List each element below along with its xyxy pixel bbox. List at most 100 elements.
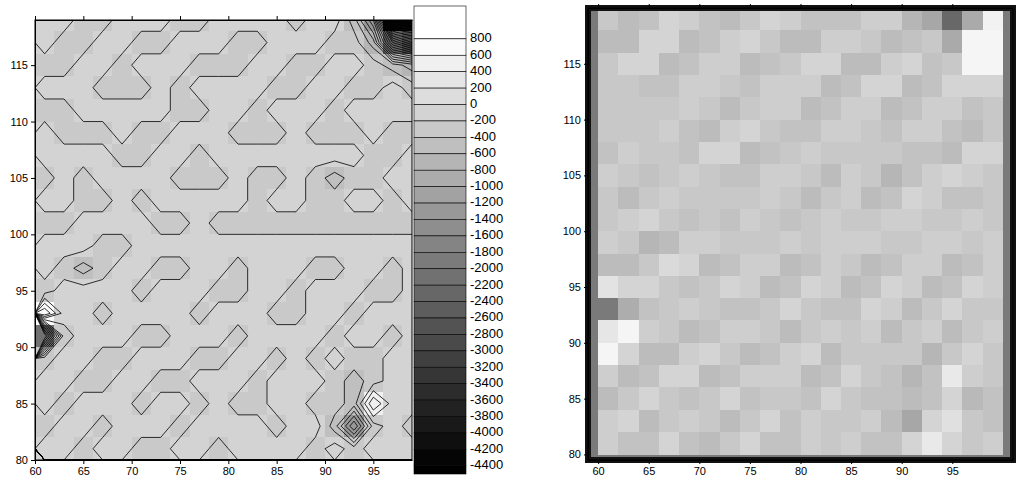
cell [679,432,700,455]
cell [170,302,190,325]
cell [902,187,923,210]
cell [383,76,403,99]
cell [639,187,660,210]
cell [760,164,781,187]
tick-mark [649,4,650,8]
cell [720,410,741,433]
cell [344,189,364,212]
tick-label: 110 [10,116,28,128]
tick-mark [31,460,35,461]
tick-label: 70 [694,465,706,477]
cell [325,325,345,348]
colorbar-label: -3200 [470,359,503,374]
cell [639,120,660,143]
cell [639,8,660,31]
cell [344,144,364,167]
cell [679,75,700,98]
cell [841,97,862,120]
cell [364,437,384,460]
cell [228,20,248,32]
tick-mark [277,460,278,464]
cell [112,122,132,145]
cell [598,276,619,299]
tick-mark [952,460,953,464]
tick [35,16,36,20]
cell [801,187,822,210]
cell [659,387,680,410]
cell [861,97,882,120]
cell [54,20,74,32]
contour-line [35,303,381,410]
cell [801,97,822,120]
cell [402,167,412,190]
tick [851,4,852,8]
cell [902,254,923,277]
cell [639,142,660,165]
cell [881,142,902,165]
cell [639,387,660,410]
cell [306,437,326,460]
plot-background [588,8,1013,460]
cell [780,432,801,455]
contour-line [35,20,412,460]
tick: 115 [563,58,588,70]
tick: 80 [795,460,807,477]
cell [344,302,364,325]
tick [649,4,650,8]
cell [306,31,326,54]
cell [364,279,384,302]
cell [383,54,403,77]
cell [861,75,882,98]
cell [659,30,680,53]
cell [861,298,882,321]
cell [170,234,190,257]
cell [760,387,781,410]
cell [780,254,801,277]
cell [209,20,229,32]
cell [821,30,842,53]
cell [618,410,639,433]
tick-label: 95 [16,285,28,297]
cell [402,392,412,415]
cell [780,142,801,165]
cell [344,437,364,460]
cell [74,415,94,438]
cell [344,31,364,54]
cell [720,387,741,410]
cell [364,122,384,145]
cell [190,234,210,257]
colorbar-label: -4400 [470,457,503,472]
cell [902,30,923,53]
cell [598,187,619,210]
cell [74,167,94,190]
cell [228,279,248,302]
cell [306,347,326,370]
tick-label: 100 [563,225,581,237]
cell [679,387,700,410]
cell [699,410,720,433]
cell [942,343,963,366]
cell [679,343,700,366]
cell [983,276,1004,299]
cell [344,167,364,190]
cell [821,387,842,410]
cell [54,370,74,393]
colorbar-box [414,318,466,334]
tick-mark [132,460,133,464]
cell [402,212,412,235]
cell [983,8,1004,31]
cell [35,234,55,257]
cell [209,144,229,167]
cell [639,432,660,455]
cell [132,234,152,257]
cell [93,144,113,167]
cell [170,31,190,54]
tick-mark [584,287,588,288]
cell [325,76,345,99]
cell [286,122,306,145]
cell [902,432,923,455]
cell [267,144,287,167]
cell [598,254,619,277]
cell [325,347,345,370]
cell [35,144,55,167]
